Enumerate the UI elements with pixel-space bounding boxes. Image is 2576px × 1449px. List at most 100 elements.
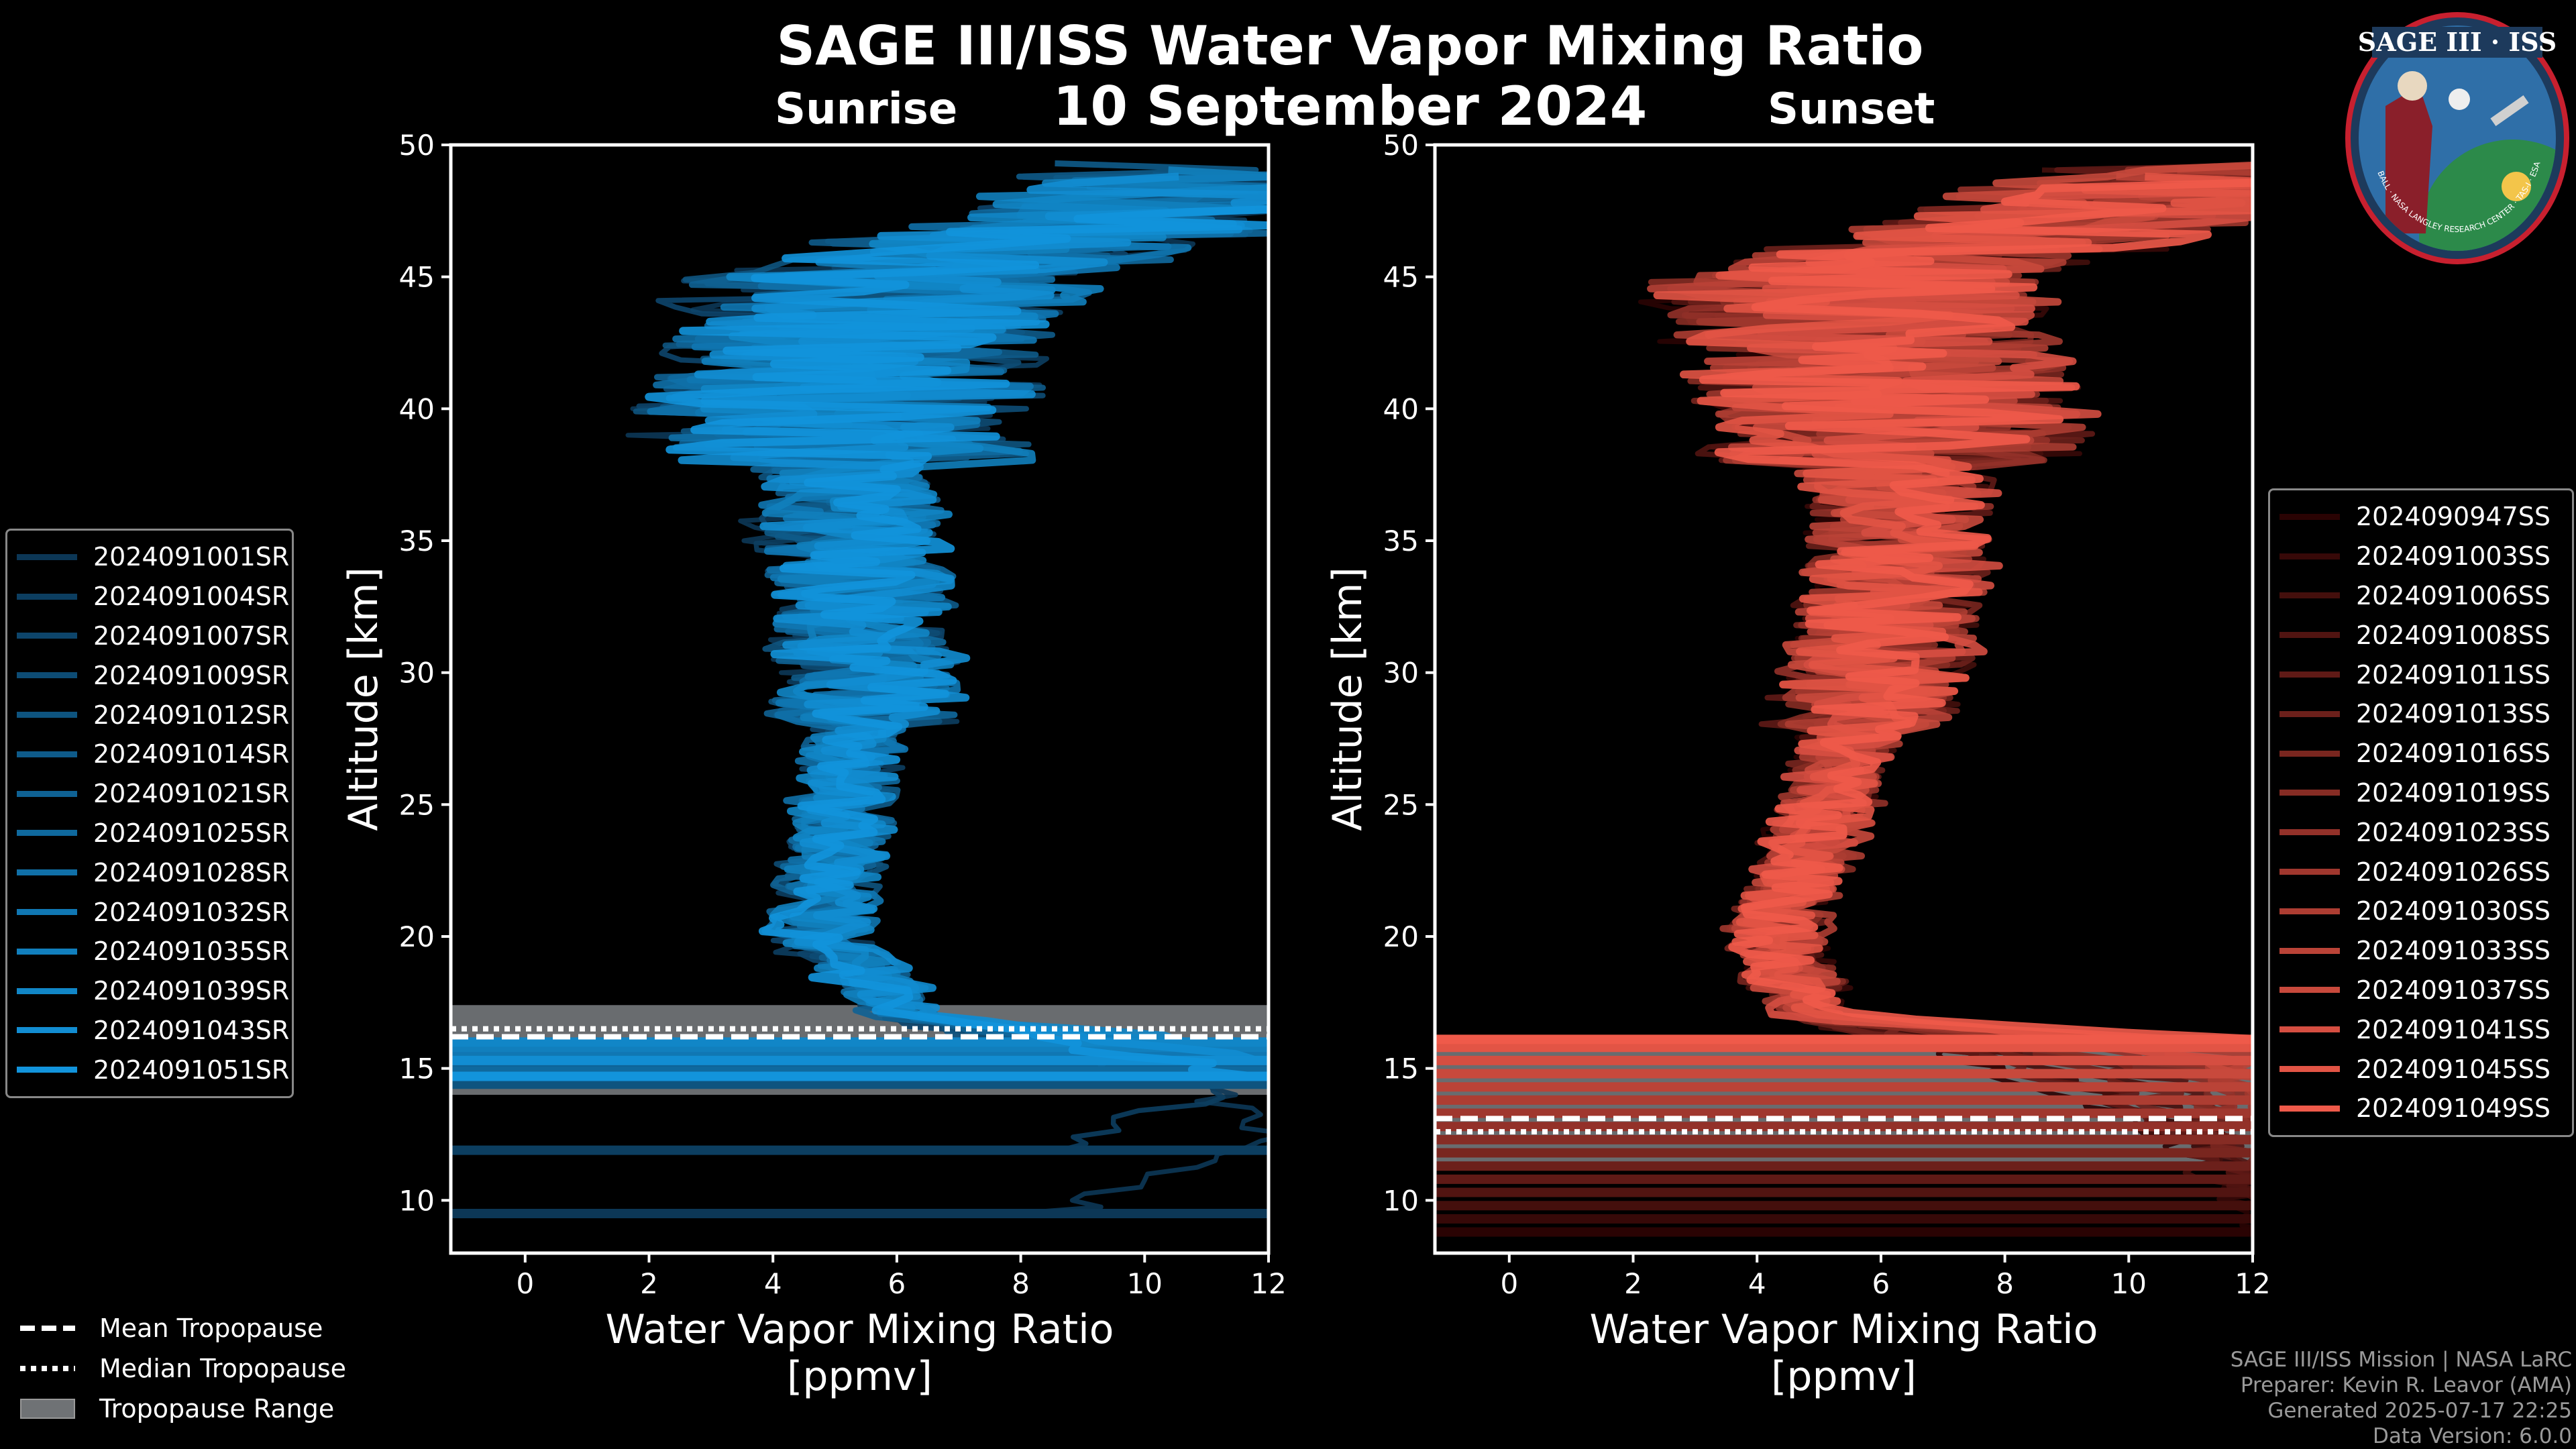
legend-swatch	[2279, 1105, 2340, 1112]
legend-swatch	[17, 712, 77, 718]
legend-label: 2024091026SS	[2356, 857, 2551, 887]
x-axis-label: Water Vapor Mixing Ratio	[606, 1306, 1114, 1353]
mean-tropopause-label: Mean Tropopause	[99, 1313, 323, 1343]
legend-label: 2024091028SR	[93, 857, 290, 888]
legend-item-2024091032SR: 2024091032SR	[7, 892, 292, 932]
x-tick-label: 12	[2235, 1267, 2270, 1300]
tropopause-range-legend-item: Tropopause Range	[20, 1389, 346, 1429]
plot-frame	[1433, 143, 2255, 1255]
dotted-line-swatch	[20, 1366, 75, 1371]
y-tick-label: 20	[1383, 920, 1419, 953]
credit-preparer: Preparer: Kevin R. Leavor (AMA)	[2240, 1373, 2572, 1397]
y-tick-label: 15	[1383, 1053, 1419, 1085]
logo-sun	[2502, 172, 2531, 201]
y-tick-label: 30	[399, 657, 435, 690]
legend-label: 2024091051SR	[93, 1055, 290, 1085]
x-tick-label: 2	[1624, 1267, 1642, 1300]
profile-line-2024091051SR	[645, 205, 1269, 1081]
legend-item-2024090947SS: 2024090947SS	[2270, 497, 2572, 537]
panel-sunrise: 0 2 4 6 8 10 12 10 15 20 25 30 35 40 45 50 Water Vapor M…	[340, 129, 1287, 1400]
legend-label: 2024091037SS	[2356, 975, 2551, 1005]
legend-item-2024091006SS: 2024091006SS	[2270, 576, 2572, 616]
legend-item-2024091021SR: 2024091021SR	[7, 774, 292, 814]
y-tick-label: 25	[399, 788, 435, 821]
x-tick-label: 6	[1872, 1267, 1890, 1300]
credit-generated: Generated 2025-07-17 22:25	[2267, 1399, 2572, 1423]
y-tick-label: 45	[1383, 261, 1419, 294]
y-tick-label: 20	[399, 920, 435, 953]
legend-item-2024091009SR: 2024091009SR	[7, 655, 292, 695]
x-tick-label: 8	[1996, 1267, 2014, 1300]
legend-label: 2024091041SS	[2356, 1014, 2551, 1044]
dashed-line-swatch	[20, 1326, 75, 1331]
credit-mission: SAGE III/ISS Mission | NASA LaRC	[2230, 1348, 2572, 1372]
legend-item-2024091011SS: 2024091011SS	[2270, 655, 2572, 694]
plot-area	[1435, 161, 2253, 1237]
legend-label: 2024091012SR	[93, 700, 290, 730]
legend-label: 2024091021SR	[93, 779, 290, 809]
logo-moon	[2449, 89, 2470, 110]
logo-station	[2490, 95, 2529, 126]
legend-item-2024091008SS: 2024091008SS	[2270, 615, 2572, 655]
legend-swatch	[2279, 829, 2340, 836]
legend-item-2024091007SR: 2024091007SR	[7, 616, 292, 656]
legend-label: 2024091016SS	[2356, 739, 2551, 769]
legend-swatch	[17, 593, 77, 600]
logo-figure-robe	[2385, 86, 2432, 233]
x-tick-label: 6	[888, 1267, 906, 1300]
x-tick-label: 12	[1250, 1267, 1286, 1300]
legend-swatch	[2279, 632, 2340, 639]
legend-item-2024091030SS: 2024091030SS	[2270, 892, 2572, 931]
median-tropopause-legend-item: Median Tropopause	[20, 1348, 346, 1389]
x-tick-label: 10	[2111, 1267, 2147, 1300]
y-tick-label: 40	[399, 392, 435, 425]
logo-title: SAGE III · ISS	[2358, 27, 2557, 57]
legend-swatch	[2279, 592, 2340, 599]
panel-sunset: 0 2 4 6 8 10 12 10 15 20 25 30 35 40 45 50 Water Vapor M…	[1324, 129, 2271, 1400]
credit-version: Data Version: 6.0.0	[2372, 1424, 2572, 1448]
y-tick-label: 15	[399, 1053, 435, 1085]
legend-swatch	[17, 909, 77, 916]
legend-label: 2024091003SS	[2356, 541, 2551, 572]
y-tick-label: 30	[1383, 657, 1419, 690]
legend-swatch	[2279, 710, 2340, 717]
legend-label: 2024091030SS	[2356, 896, 2551, 926]
chart-date: 10 September 2024	[1053, 75, 1648, 138]
legend-swatch	[2279, 750, 2340, 757]
legend-swatch	[17, 1067, 77, 1073]
legend-item-2024091043SR: 2024091043SR	[7, 1011, 292, 1051]
legend-item-2024091014SR: 2024091014SR	[7, 735, 292, 774]
legend-label: 2024090947SS	[2356, 502, 2551, 532]
legend-swatch	[2279, 947, 2340, 954]
legend-swatch	[17, 553, 77, 560]
legend-item-2024091016SS: 2024091016SS	[2270, 734, 2572, 773]
y-tick-label: 50	[399, 129, 435, 162]
y-tick-label: 10	[1383, 1184, 1419, 1217]
legend-swatch	[2279, 513, 2340, 520]
legend-item-2024091026SS: 2024091026SS	[2270, 852, 2572, 892]
legend-item-2024091025SR: 2024091025SR	[7, 814, 292, 853]
x-tick-label: 0	[516, 1267, 534, 1300]
legend-label: 2024091023SS	[2356, 817, 2551, 847]
legend-label: 2024091039SR	[93, 976, 290, 1006]
profile-line-2024091043SR	[678, 172, 1269, 1065]
range-swatch	[20, 1399, 75, 1419]
legend-label: 2024091033SS	[2356, 936, 2551, 966]
legend-item-2024091033SS: 2024091033SS	[2270, 931, 2572, 971]
profile-line-2024091049SS	[1699, 178, 2253, 1043]
legend-swatch	[2279, 672, 2340, 678]
sunset-legend: 2024090947SS 2024091003SS 2024091006SS 2024…	[2268, 488, 2574, 1137]
legend-swatch	[2279, 987, 2340, 994]
legend-swatch	[2279, 1026, 2340, 1033]
legend-item-2024091003SS: 2024091003SS	[2270, 537, 2572, 576]
legend-item-2024091041SS: 2024091041SS	[2270, 1010, 2572, 1049]
legend-label: 2024091008SS	[2356, 620, 2551, 650]
legend-label: 2024091014SR	[93, 739, 290, 769]
x-tick-label: 10	[1127, 1267, 1163, 1300]
legend-label: 2024091011SS	[2356, 659, 2551, 690]
credits: SAGE III/ISS Mission | NASA LaRC Prepare…	[2231, 1347, 2572, 1449]
mean-tropopause-legend-item: Mean Tropopause	[20, 1308, 346, 1348]
legend-label: 2024091049SS	[2356, 1093, 2551, 1124]
legend-label: 2024091007SR	[93, 621, 290, 651]
legend-item-2024091004SR: 2024091004SR	[7, 577, 292, 616]
